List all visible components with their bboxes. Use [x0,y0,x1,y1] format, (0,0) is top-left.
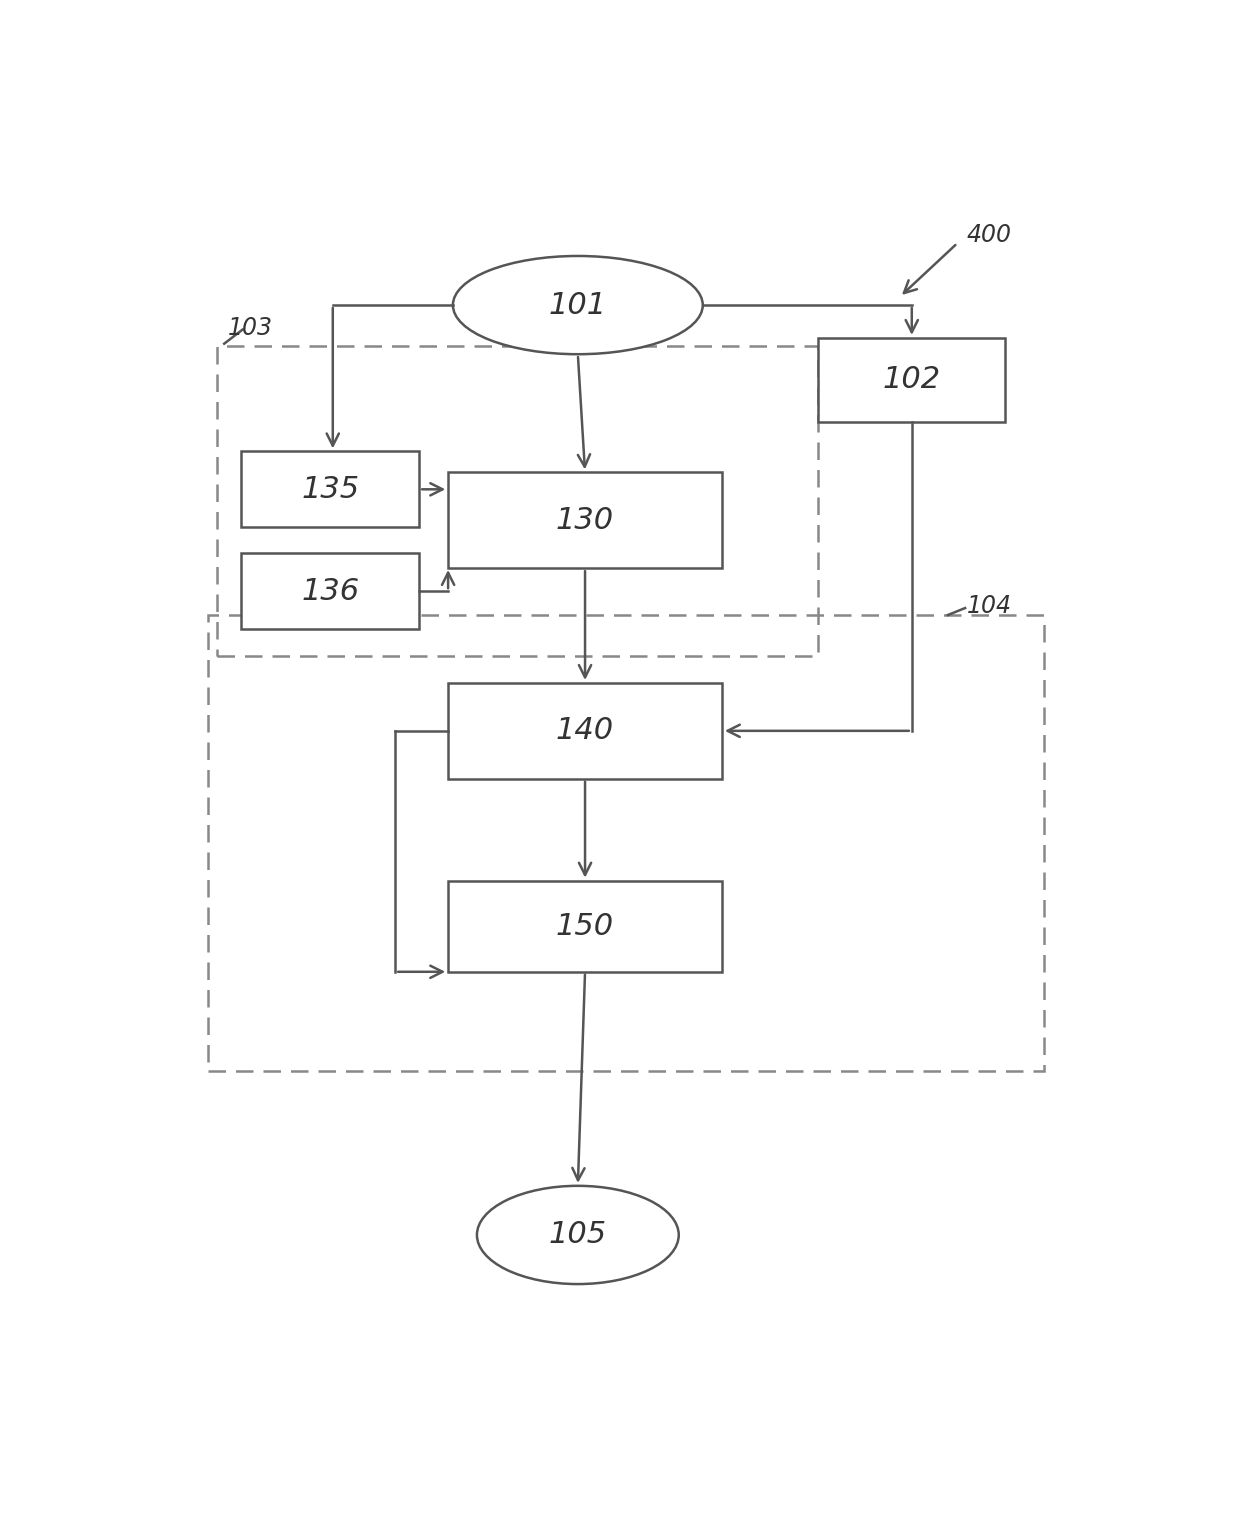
Text: 102: 102 [883,366,941,395]
Bar [448,472,722,568]
Bar [208,615,1044,1071]
Text: 136: 136 [301,577,360,606]
Ellipse shape [453,257,703,354]
Text: 105: 105 [549,1220,606,1250]
Text: 135: 135 [301,475,360,504]
Bar [242,451,419,527]
Bar [242,553,419,629]
Text: 400: 400 [967,223,1012,248]
Bar [818,337,1006,422]
Text: 130: 130 [556,506,614,535]
Text: 101: 101 [549,290,606,319]
Bar [448,684,722,779]
Text: 150: 150 [556,911,614,940]
Text: 104: 104 [967,594,1012,618]
Ellipse shape [477,1186,678,1284]
Bar [448,881,722,972]
Text: 103: 103 [228,316,273,340]
Text: 140: 140 [556,717,614,746]
Bar [217,346,818,656]
